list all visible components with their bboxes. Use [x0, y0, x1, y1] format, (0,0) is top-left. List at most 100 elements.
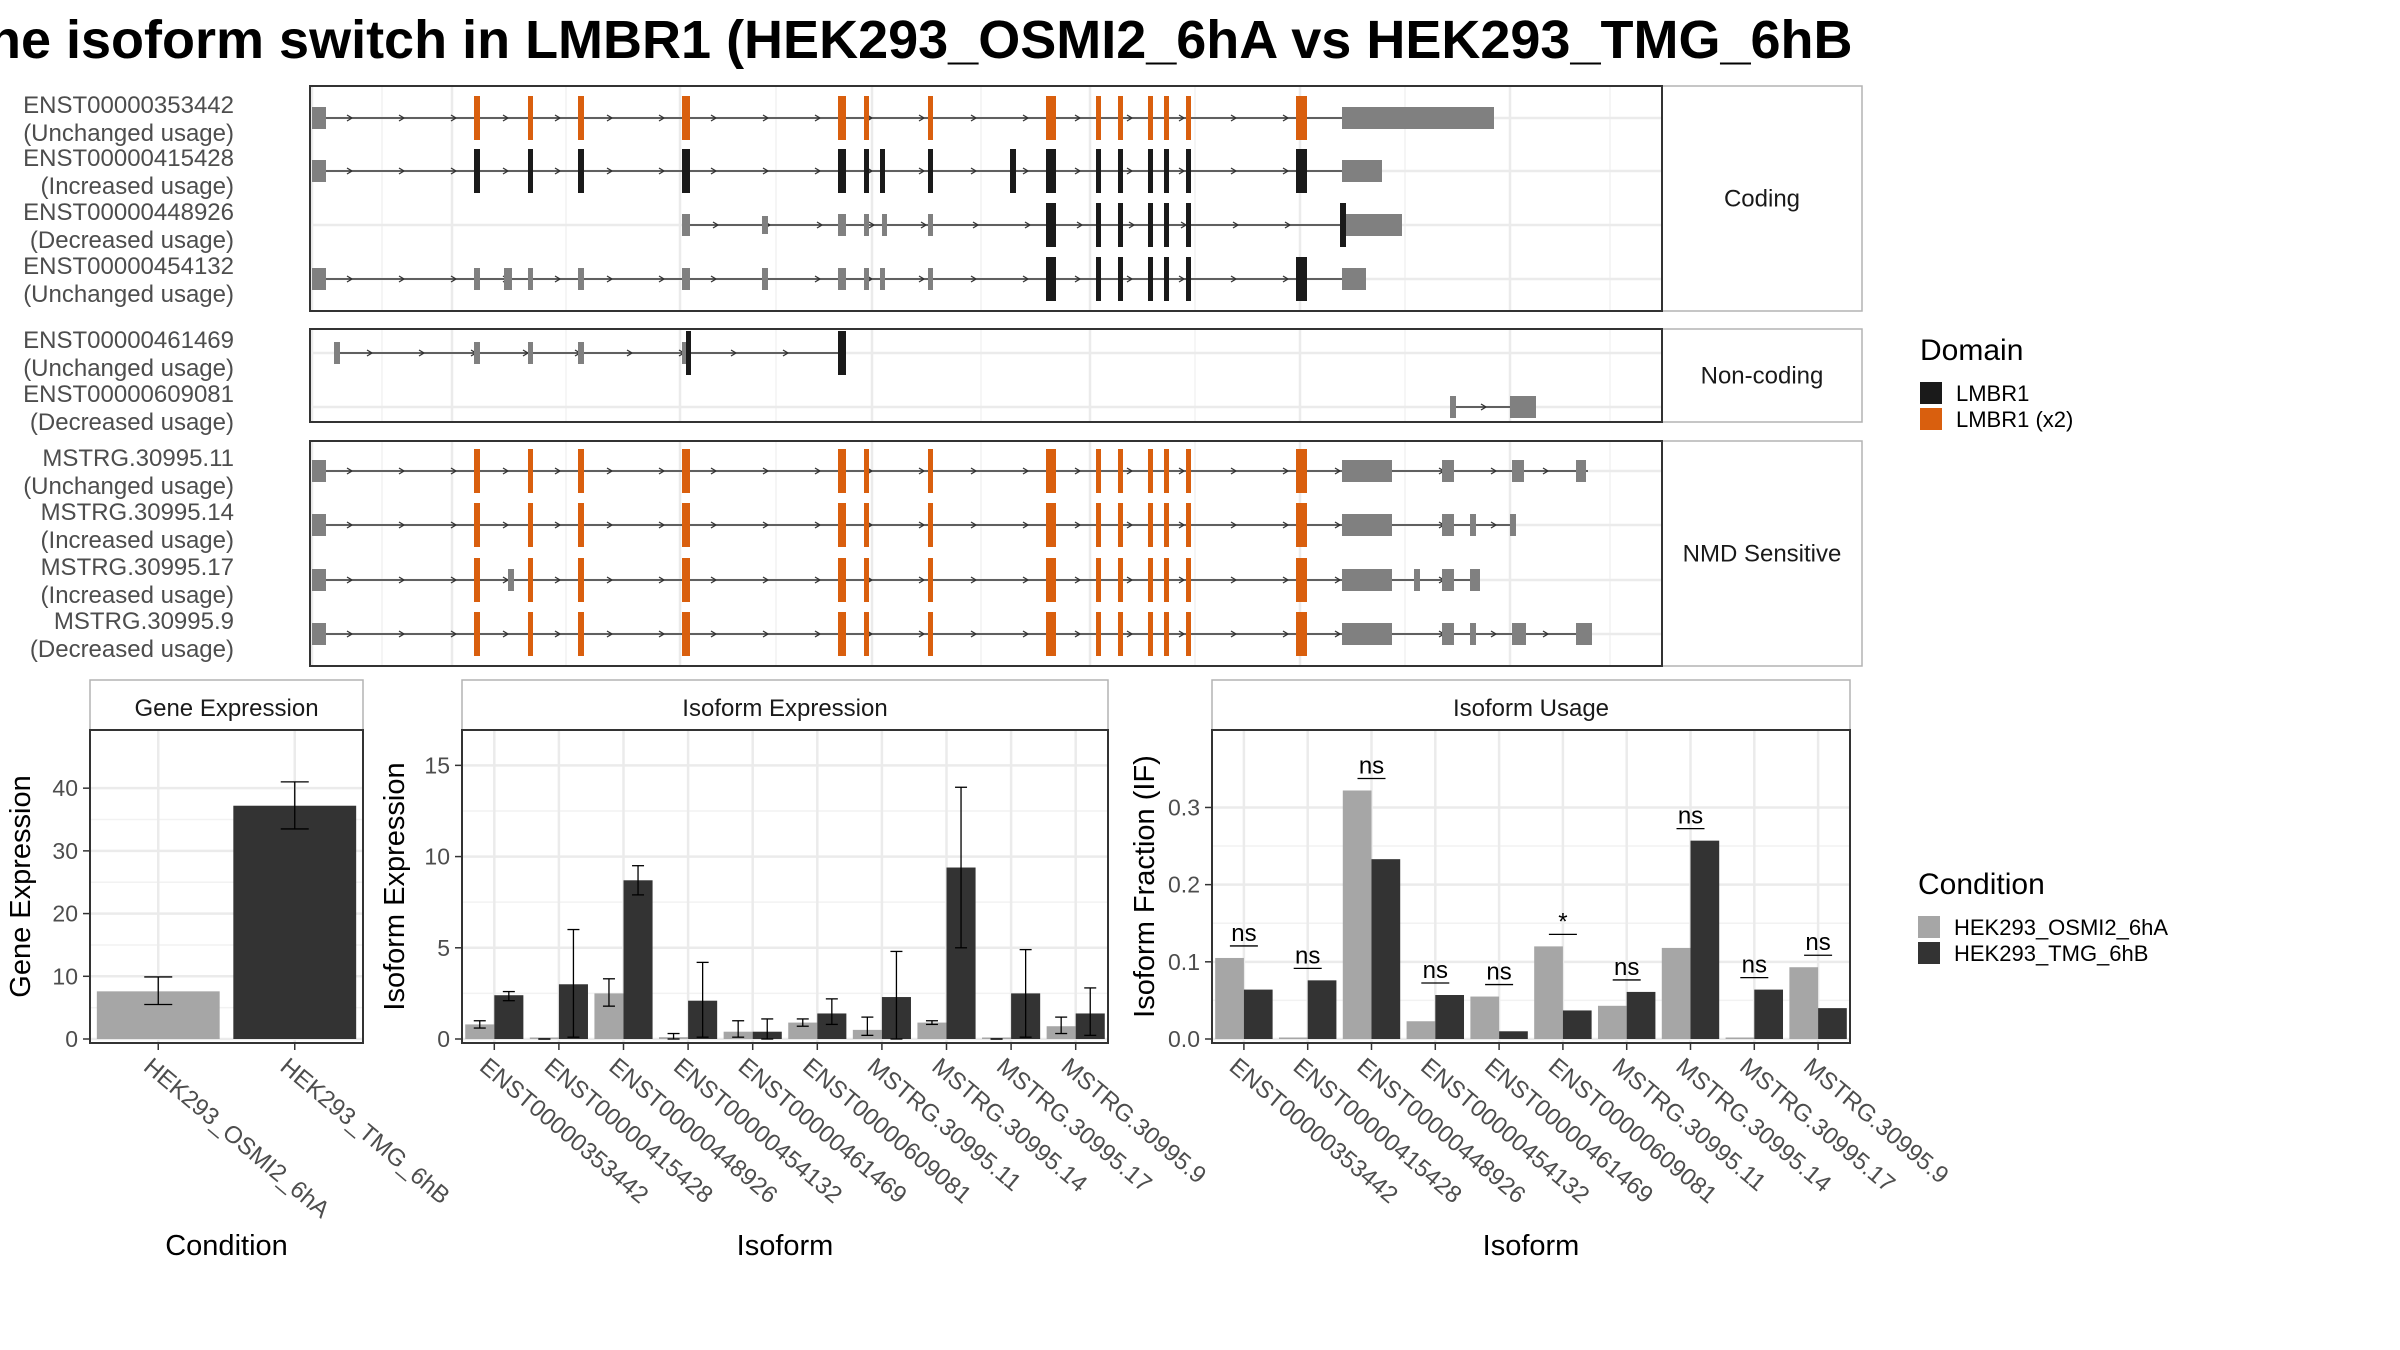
exon-block: [1346, 214, 1402, 236]
significance-label: ns: [1295, 942, 1320, 969]
strand-arrow: [970, 467, 978, 475]
strand-arrow: [450, 630, 458, 638]
strand-arrow: [814, 467, 822, 475]
exon-block: [1118, 149, 1123, 193]
exon-block: [838, 612, 846, 656]
transcript-model: [312, 96, 1494, 140]
exon-block: [928, 612, 933, 656]
strand-arrow: [970, 167, 978, 175]
strand-arrow: [1282, 630, 1290, 638]
strand-arrow: [970, 114, 978, 122]
strand-arrow: [1126, 521, 1134, 529]
transcript-model: [312, 449, 1588, 493]
exon-block: [528, 612, 533, 656]
strand-arrow: [918, 275, 926, 283]
exon-block: [578, 612, 584, 656]
exon-block: [1442, 460, 1454, 482]
structure-panel-3: NMD Sensitive MSTRG.30995.11(Unchanged us…: [23, 440, 1863, 667]
exon-block: [1010, 149, 1016, 193]
strand-arrow: [1178, 630, 1186, 638]
exon-block: [1342, 107, 1494, 129]
transcript-id-label: ENST00000415428: [23, 145, 234, 172]
bar: [788, 1022, 818, 1039]
strand-arrow: [346, 467, 354, 475]
strand-arrow: [606, 114, 614, 122]
bar: [1243, 989, 1273, 1039]
strand-arrow: [1126, 576, 1134, 584]
legend-title: Domain: [1920, 334, 2023, 367]
y-tick-label: 0.0: [1168, 1026, 1200, 1052]
transcript-usage-label: (Increased usage): [41, 527, 234, 554]
exon-block: [1096, 149, 1101, 193]
exon-block: [682, 268, 690, 290]
bar: [1371, 859, 1401, 1039]
legend-label: LMBR1: [1956, 381, 2029, 406]
exon-block: [1148, 149, 1153, 193]
bar: [1725, 1037, 1755, 1039]
transcript-model: [312, 612, 1592, 656]
exon-block: [1096, 96, 1101, 140]
strand-arrow: [710, 275, 718, 283]
strand-arrow: [1128, 221, 1136, 229]
exon-block: [1450, 396, 1456, 418]
exon-block: [1510, 396, 1536, 418]
exon-block: [762, 216, 768, 234]
exon-block: [1096, 558, 1101, 602]
strand-arrow: [710, 467, 718, 475]
exon-block: [1510, 514, 1516, 536]
strand-arrow: [502, 630, 510, 638]
strand-arrow: [710, 521, 718, 529]
exon-block: [508, 569, 514, 591]
exon-block: [838, 331, 846, 375]
legend-label: LMBR1 (x2): [1956, 407, 2073, 432]
strand-arrow: [554, 167, 562, 175]
bar: [1754, 989, 1784, 1039]
exon-block: [838, 558, 846, 602]
bar: [1435, 995, 1465, 1039]
transcript-usage-label: (Decreased usage): [30, 227, 234, 254]
legend-label: HEK293_TMG_6hB: [1954, 941, 2148, 966]
exon-block: [1096, 612, 1101, 656]
strand-arrow: [398, 114, 406, 122]
strand-arrow: [970, 576, 978, 584]
strand-arrow: [918, 467, 926, 475]
bar: [1534, 946, 1563, 1039]
strand-arrow: [450, 114, 458, 122]
strand-arrow: [1178, 521, 1186, 529]
panel-strip-label: Non-coding: [1701, 363, 1824, 390]
title-clip: he isoform switch in LMBR1 (HEK293_OSMI2…: [0, 0, 1878, 90]
strand-arrow: [450, 275, 458, 283]
strand-arrow: [554, 467, 562, 475]
exon-block: [880, 268, 885, 290]
exon-block: [1186, 257, 1191, 301]
y-tick-label: 30: [52, 838, 78, 864]
exon-block: [1118, 612, 1123, 656]
structure-panel-border: [309, 85, 1663, 312]
exon-block: [864, 149, 869, 193]
exon-block: [1148, 503, 1153, 547]
exon-block: [1186, 149, 1191, 193]
exon-block: [578, 558, 584, 602]
exon-block: [1296, 449, 1307, 493]
exon-block: [1046, 203, 1056, 247]
exon-block: [1046, 503, 1056, 547]
strand-arrow: [1074, 114, 1082, 122]
strand-arrow: [606, 275, 614, 283]
exon-block: [504, 268, 512, 290]
strand-arrow: [1334, 521, 1342, 529]
strand-arrow: [1334, 630, 1342, 638]
legend-swatch: [1920, 382, 1942, 404]
exon-block: [682, 149, 690, 193]
legend-title: Condition: [1918, 868, 2045, 901]
bar-chart-2: Isoform Expression051015ENST00000353442E…: [379, 679, 1211, 1262]
bar: [1470, 996, 1500, 1039]
strand-arrow: [1126, 275, 1134, 283]
exon-block: [578, 449, 584, 493]
exon-block: [1342, 514, 1392, 536]
strand-arrow: [710, 167, 718, 175]
exon-block: [1046, 558, 1056, 602]
bar: [1661, 947, 1691, 1039]
structure-panel-border: [309, 440, 1663, 667]
strand-arrow: [970, 521, 978, 529]
